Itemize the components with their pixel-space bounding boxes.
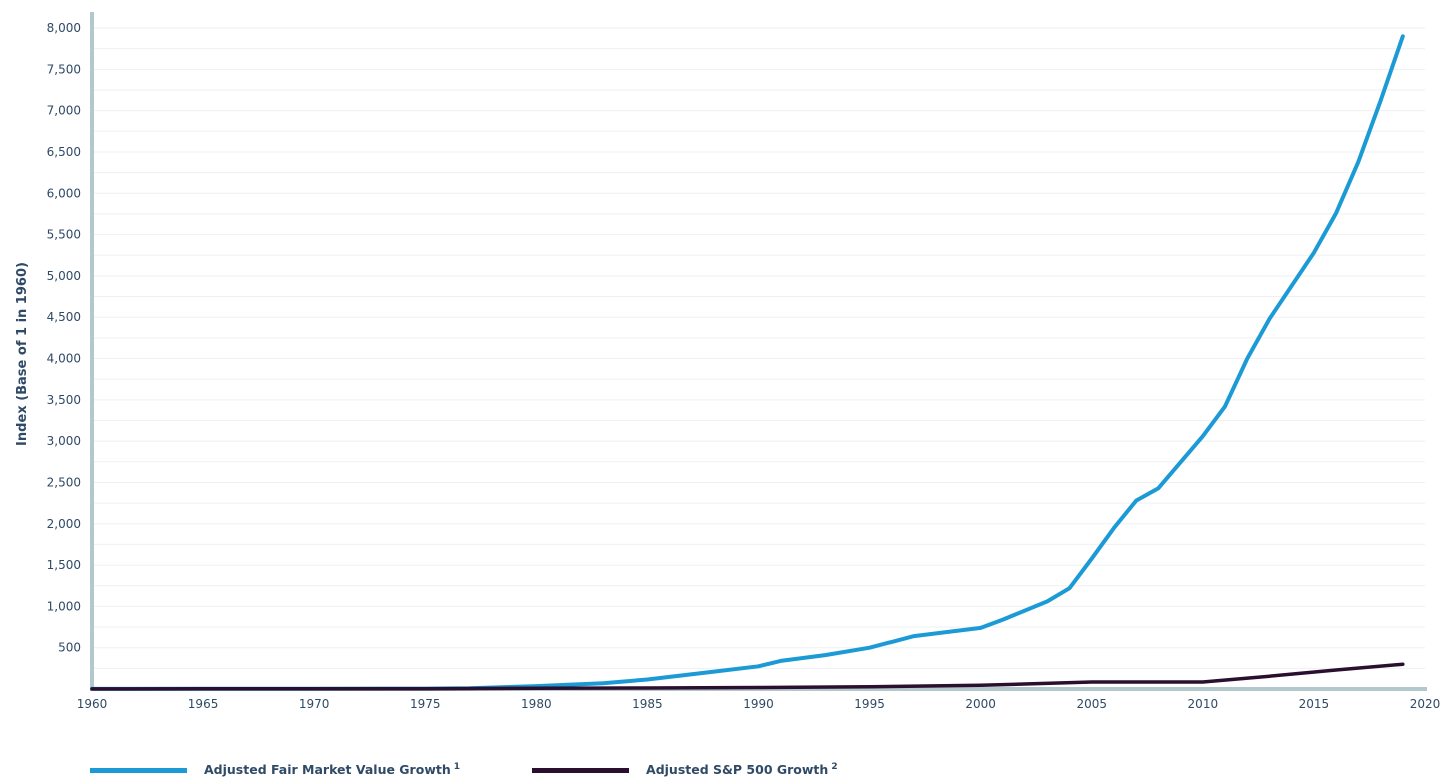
legend-item-fmv: Adjusted Fair Market Value Growth 1	[90, 762, 461, 778]
y-tick-label: 2,000	[47, 517, 81, 531]
y-tick-label: 7,000	[47, 104, 81, 118]
gridlines	[92, 27, 1425, 669]
y-tick-label: 1,500	[47, 558, 81, 572]
axes	[90, 12, 1427, 691]
legend-swatch-fmv	[90, 767, 187, 773]
y-axis-label: Index (Base of 1 in 1960)	[15, 262, 30, 446]
y-tick-label: 3,500	[47, 393, 81, 407]
x-tick-label: 1990	[743, 697, 774, 711]
x-tick-label: 2020	[1410, 697, 1441, 711]
x-tick-label: 2010	[1188, 697, 1219, 711]
y-tick-label: 500	[58, 641, 81, 655]
legend-swatch-sp500	[532, 767, 630, 773]
legend: Adjusted Fair Market Value Growth 1 Adjus…	[90, 760, 910, 780]
x-tick-label: 1995	[854, 697, 885, 711]
x-tick-label: 2000	[965, 697, 996, 711]
legend-footnote-sp500: 2	[831, 762, 838, 773]
x-tick-label: 1975	[410, 697, 441, 711]
y-tick-label: 8,000	[47, 21, 81, 35]
y-tick-label: 6,000	[47, 186, 81, 200]
series-line-fmv	[90, 34, 1405, 691]
legend-footnote-fmv: 1	[453, 762, 461, 773]
series-line-sp500	[90, 662, 1405, 691]
x-tick-label: 2015	[1299, 697, 1330, 711]
x-tick-label: 2005	[1076, 697, 1107, 711]
x-tick-label: 1965	[188, 697, 219, 711]
y-tick-label: 5,000	[47, 269, 81, 283]
y-tick-label: 5,500	[47, 228, 81, 242]
y-tick-label: 6,500	[47, 145, 81, 159]
x-axis-tick-labels: 1960 1965 1970 1975 1980 1985 1990 1995 2000 2005…	[77, 697, 1441, 711]
legend-label-fmv: Adjusted Fair Market Value Growth	[204, 762, 451, 778]
x-tick-label: 1960	[77, 697, 108, 711]
y-tick-label: 1,000	[47, 599, 81, 613]
legend-item-sp500: Adjusted S&P 500 Growth 2	[532, 762, 838, 778]
x-tick-label: 1980	[521, 697, 552, 711]
y-axis-tick-labels: 500 1,000 1,500 2,000 2,500 3,000 3,500 4,000 4,…	[47, 21, 81, 655]
y-tick-label: 7,500	[47, 62, 81, 76]
y-tick-label: 3,000	[47, 434, 81, 448]
x-tick-label: 1970	[299, 697, 330, 711]
y-tick-label: 4,000	[47, 352, 81, 366]
legend-label-sp500: Adjusted S&P 500 Growth	[646, 762, 829, 778]
x-tick-label: 1985	[632, 697, 663, 711]
line-chart: 500 1,000 1,500 2,000 2,500 3,000 3,500 4,000 4,…	[15, 12, 1441, 711]
y-tick-label: 2,500	[47, 475, 81, 489]
y-tick-label: 4,500	[47, 310, 81, 324]
series-lines	[90, 34, 1405, 691]
